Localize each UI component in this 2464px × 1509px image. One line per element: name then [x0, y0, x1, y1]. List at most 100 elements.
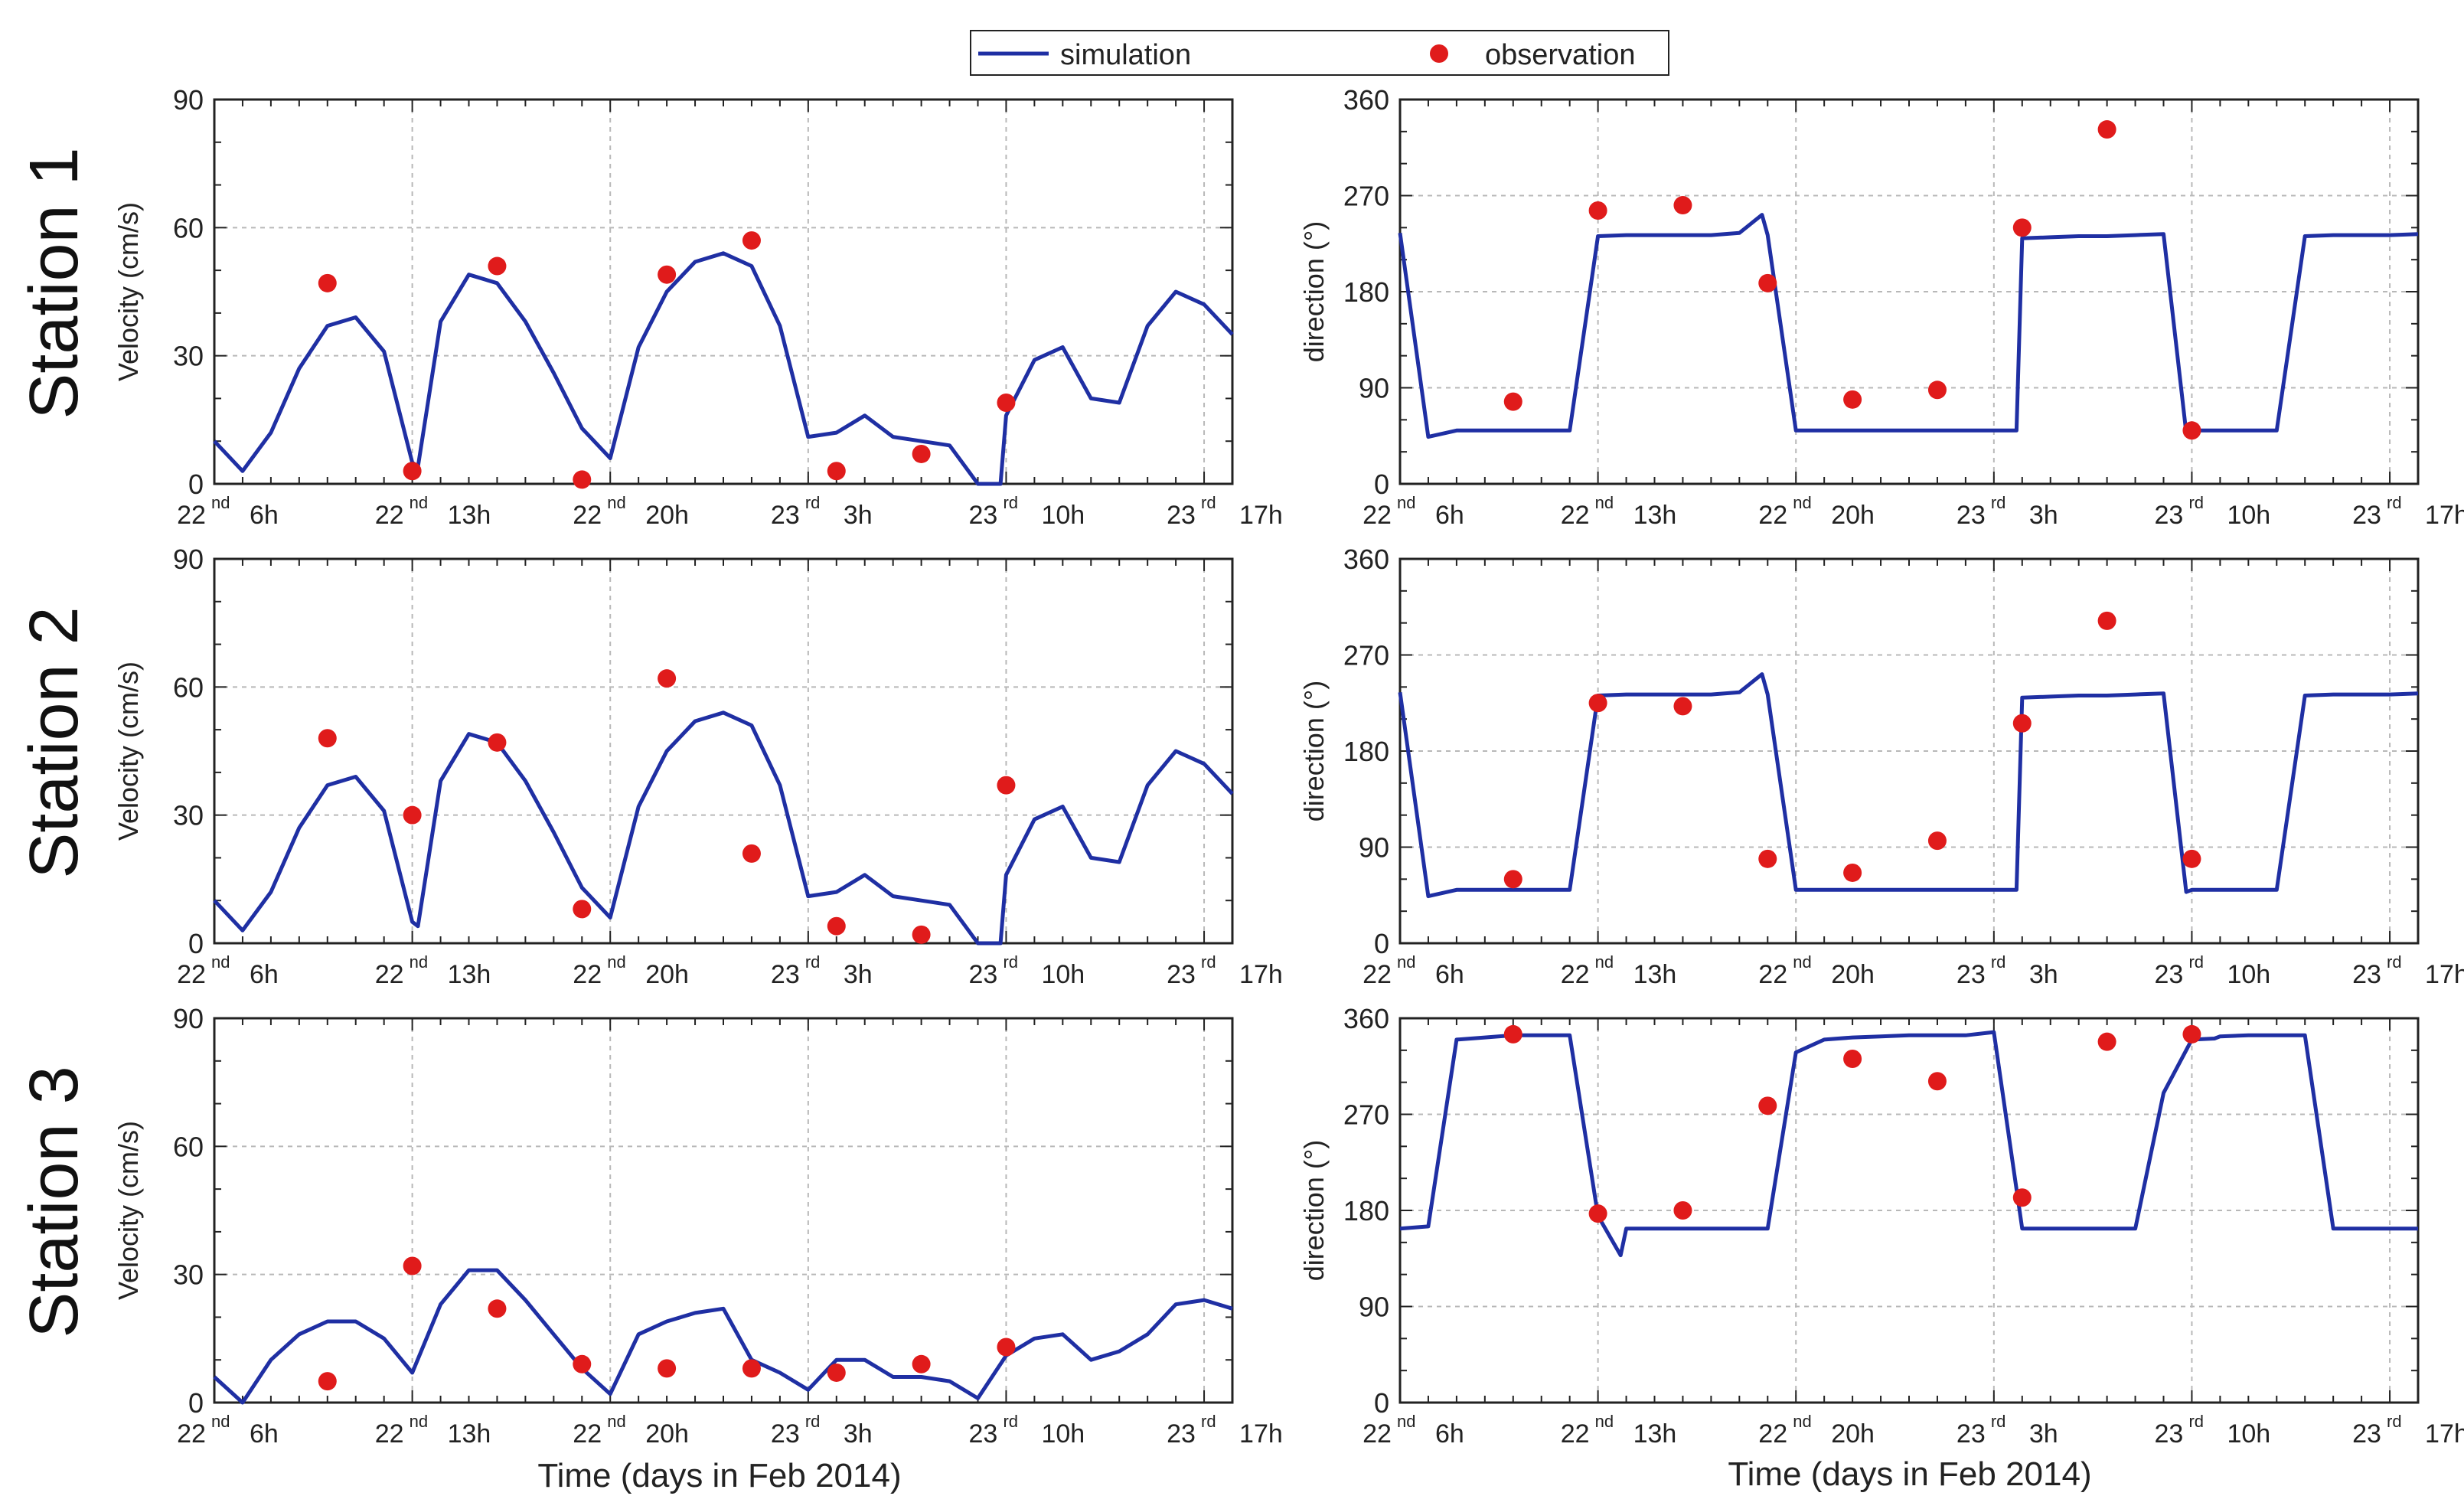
s3-velocity-observation-point: [827, 1363, 846, 1382]
s1-velocity-xtick-label-suffix: nd: [410, 493, 428, 512]
s2-direction-ytick-label: 90: [1359, 832, 1389, 864]
s2-velocity-xtick-label: 23: [969, 960, 998, 989]
s2-direction-ytick-label: 0: [1374, 928, 1389, 959]
s1-velocity-xtick-label: 22: [573, 501, 602, 530]
s1-direction-xtick-label-hour: 6h: [1435, 501, 1464, 530]
s1-velocity-ytick-label: 0: [188, 469, 204, 500]
s2-direction-xtick-label: 23: [1957, 960, 1986, 989]
s3-direction-observation-point: [1503, 1024, 1522, 1044]
s3-direction-xtick-label-suffix: rd: [1991, 1412, 2006, 1431]
s3-velocity-observation-point: [997, 1338, 1016, 1357]
s2-direction-xtick-label-suffix: nd: [1397, 952, 1415, 972]
s1-direction-y-axis-title: direction (°): [1298, 221, 1330, 362]
s1-direction-xtick-label-suffix: nd: [1397, 493, 1415, 512]
legend-simulation-label: simulation: [1060, 39, 1191, 71]
s3-direction-xtick-label-suffix: nd: [1793, 1412, 1811, 1431]
panel-station1-velocity: 0 30 60 90 22 nd 6h 22 nd 13h 22 nd 20h 23 rd 3h 23 rd 10h…: [113, 84, 1283, 530]
s1-direction-ytick-label: 0: [1374, 469, 1389, 500]
s3-velocity-observation-point: [488, 1299, 507, 1318]
s1-direction-xtick-label-suffix: nd: [1793, 493, 1811, 512]
s2-velocity-xtick-label-hour: 3h: [844, 960, 873, 989]
s1-direction-xtick-label: 22: [1561, 501, 1590, 530]
s1-velocity-xtick-label: 22: [177, 501, 206, 530]
s1-velocity-observation-point: [573, 470, 592, 489]
panel-station3-velocity: 0 30 60 90 22 nd 6h 22 nd 13h 22 nd 20h 23 rd 3h 23 rd 10h…: [113, 1003, 1283, 1449]
s1-velocity-ytick-label: 60: [173, 212, 204, 243]
s2-velocity-observation-point: [658, 669, 677, 688]
s2-velocity-observation-point: [742, 844, 761, 863]
s2-direction-observation-point: [2012, 714, 2032, 733]
s2-velocity-y-axis-title: Velocity (cm/s): [113, 661, 144, 841]
s2-velocity-observation-point: [573, 900, 592, 919]
s2-direction-xtick-label: 22: [1758, 960, 1787, 989]
s3-direction-observation-point: [1673, 1201, 1692, 1220]
s1-direction-xtick-label-hour: 3h: [2029, 501, 2058, 530]
s2-direction-xtick-label: 23: [2352, 960, 2381, 989]
s2-velocity-ytick-label: 60: [173, 671, 204, 703]
s3-direction-observation-point: [2182, 1024, 2201, 1044]
s1-velocity-observation-point: [658, 265, 677, 284]
s1-direction-xtick-label-hour: 20h: [1831, 501, 1875, 530]
s2-direction-xtick-label-hour: 17h: [2425, 960, 2464, 989]
s2-direction-xtick-label-suffix: rd: [2188, 952, 2204, 972]
s2-velocity-xtick-label-hour: 10h: [1041, 960, 1085, 989]
s3-direction-observation-point: [1843, 1049, 1862, 1068]
s2-direction-xtick-label-hour: 3h: [2029, 960, 2058, 989]
s1-velocity-xtick-label-hour: 17h: [1239, 501, 1283, 530]
s2-direction-frame: [1398, 557, 2420, 945]
s3-velocity-ytick-label: 60: [173, 1131, 204, 1162]
s3-velocity-xtick-label-hour: 20h: [645, 1419, 689, 1449]
s1-direction-xtick-label: 23: [2352, 501, 2381, 530]
s1-direction-observation-point: [1503, 392, 1522, 411]
station-label-2: Station 2: [16, 606, 93, 878]
s3-velocity-xtick-label-hour: 13h: [448, 1419, 491, 1449]
s3-velocity-observation-point: [403, 1256, 422, 1275]
s3-velocity-xtick-label-hour: 3h: [844, 1419, 873, 1449]
s3-velocity-xtick-label: 23: [771, 1419, 800, 1449]
s1-velocity-observation-point: [827, 462, 846, 481]
s1-velocity-xtick-label: 23: [1167, 501, 1196, 530]
s1-velocity-y-axis-title: Velocity (cm/s): [113, 202, 144, 381]
s2-direction-xtick-label-hour: 20h: [1831, 960, 1875, 989]
s3-direction-observation-point: [1588, 1204, 1607, 1223]
s1-direction-xtick-label: 23: [2155, 501, 2184, 530]
s2-direction-xtick-label: 22: [1363, 960, 1392, 989]
x-axis-title-right: Time (days in Feb 2014): [1728, 1455, 2091, 1493]
s1-velocity-ytick-label: 90: [173, 84, 204, 116]
s2-direction-observation-point: [1758, 849, 1777, 868]
s2-direction-y-axis-title: direction (°): [1298, 681, 1330, 821]
s2-velocity-xtick-label-hour: 6h: [250, 960, 279, 989]
s3-velocity-simulation-line: [213, 1268, 1233, 1405]
s3-direction-xtick-label: 22: [1363, 1419, 1392, 1449]
s1-velocity-xtick-label-hour: 10h: [1041, 501, 1085, 530]
s2-direction-observation-point: [2182, 849, 2201, 868]
s3-direction-observation-point: [1927, 1072, 1947, 1091]
s3-velocity-xtick-label-hour: 10h: [1041, 1419, 1085, 1449]
s1-velocity-observation-point: [997, 394, 1016, 413]
s1-velocity-xtick-label-hour: 6h: [250, 501, 279, 530]
s1-velocity-simulation-line: [213, 251, 1234, 486]
s3-direction-ytick-label: 180: [1343, 1195, 1389, 1226]
s3-velocity-ytick-label: 0: [188, 1387, 204, 1419]
s2-velocity-xtick-label: 22: [573, 960, 602, 989]
s2-velocity-xtick-label-suffix: rd: [1003, 952, 1018, 972]
s3-velocity-xtick-label-suffix: rd: [1201, 1412, 1216, 1431]
s3-direction-xtick-label-hour: 17h: [2425, 1419, 2464, 1449]
s1-direction-observation-point: [1927, 381, 1947, 400]
s3-velocity-y-axis-title: Velocity (cm/s): [113, 1121, 144, 1300]
s2-direction-xtick-label-suffix: rd: [1991, 952, 2006, 972]
s2-velocity-xtick-label-suffix: rd: [1201, 952, 1216, 972]
s1-velocity-xtick-label: 22: [375, 501, 404, 530]
s1-velocity-xtick-label-hour: 3h: [844, 501, 873, 530]
s1-direction-ytick-label: 360: [1343, 84, 1389, 116]
s3-velocity-xtick-label-hour: 6h: [250, 1419, 279, 1449]
s3-velocity-xtick-label: 23: [1167, 1419, 1196, 1449]
s3-velocity-xtick-label-suffix: nd: [410, 1412, 428, 1431]
s1-velocity-frame: [213, 98, 1234, 485]
s1-velocity-ytick-label: 30: [173, 341, 204, 372]
s3-velocity-xtick-label: 22: [177, 1419, 206, 1449]
s3-direction-xtick-label-suffix: rd: [2387, 1412, 2402, 1431]
